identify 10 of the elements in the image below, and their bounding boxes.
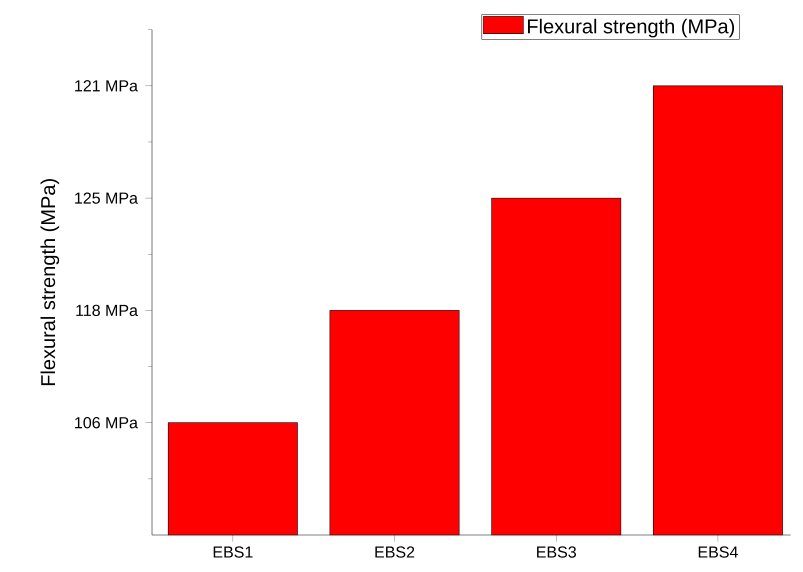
y-axis-title: Flexural strength (MPa) [40,179,60,386]
text: 121 MPa [75,80,138,92]
x-tick-label: EBS3 [537,546,576,558]
text: 125 MPa [75,192,138,204]
legend-label: Flexural strength (MPa) [528,18,734,38]
x-tick-label: EBS1 [214,546,253,558]
x-tick-label: EBS4 [698,546,738,558]
text: 106 MPa [75,417,138,428]
text: 118 MPa [76,304,138,316]
x-tick-label: EBS2 [375,546,414,558]
